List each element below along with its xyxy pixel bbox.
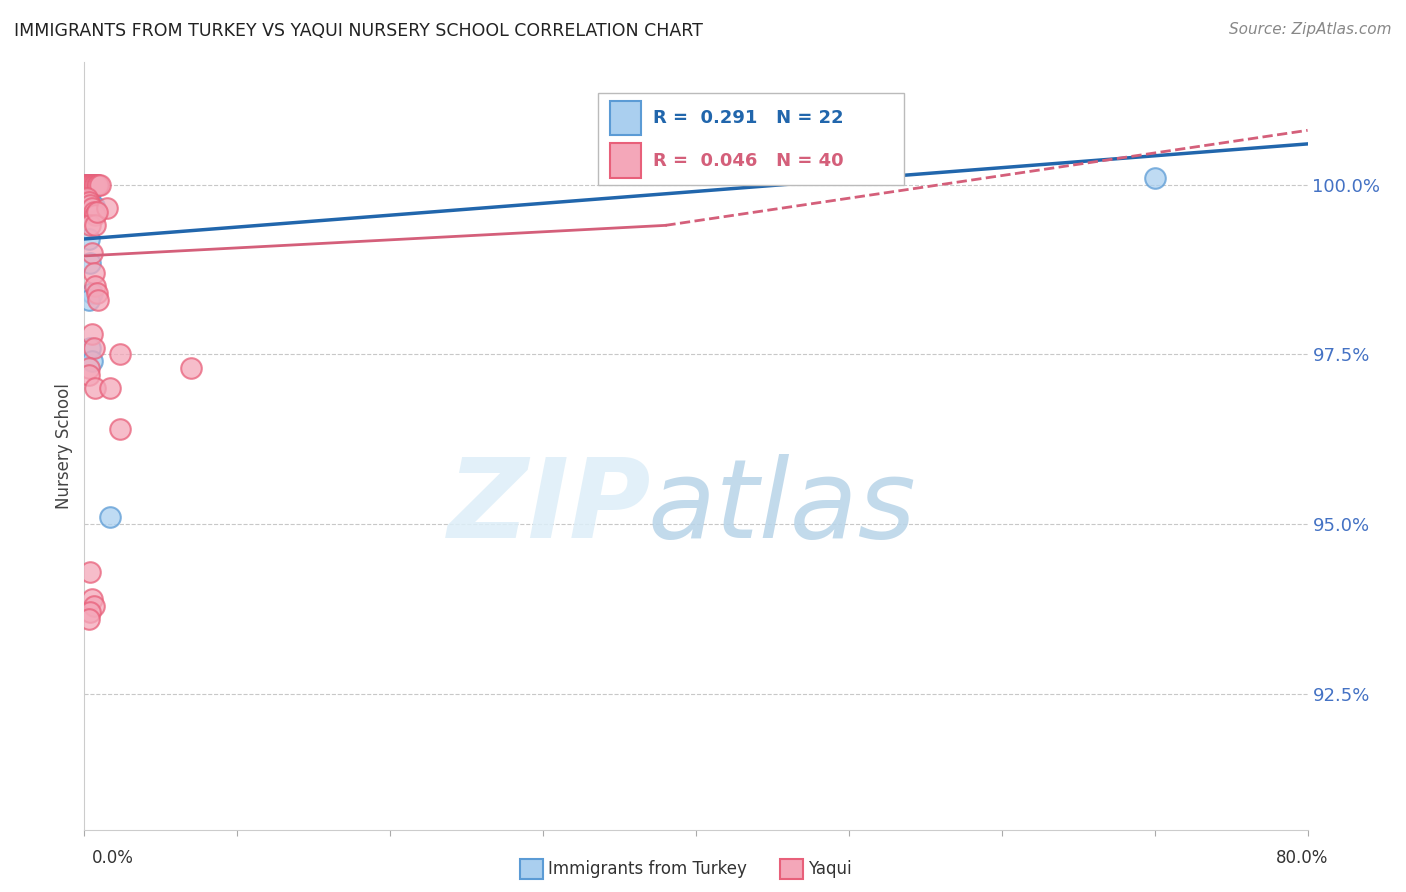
Point — [80, 286, 103, 301]
Point — [80, 326, 103, 341]
Point — [76, 187, 98, 202]
Point — [77, 368, 100, 382]
Text: IMMIGRANTS FROM TURKEY VS YAQUI NURSERY SCHOOL CORRELATION CHART: IMMIGRANTS FROM TURKEY VS YAQUI NURSERY … — [14, 22, 703, 40]
Point — [84, 279, 107, 293]
Point — [84, 381, 107, 395]
Point — [77, 178, 100, 192]
Point — [79, 256, 101, 270]
Point — [98, 381, 121, 395]
Point — [77, 194, 100, 209]
Point — [180, 360, 202, 375]
Point — [83, 178, 105, 192]
Point — [89, 178, 111, 192]
Point — [96, 202, 118, 216]
Text: Immigrants from Turkey: Immigrants from Turkey — [548, 860, 747, 878]
Point — [84, 208, 107, 222]
Point — [80, 245, 103, 260]
Text: Source: ZipAtlas.com: Source: ZipAtlas.com — [1229, 22, 1392, 37]
Point — [80, 202, 103, 216]
Point — [77, 191, 100, 205]
Point — [75, 178, 97, 192]
Point — [80, 354, 103, 368]
Point — [76, 178, 98, 192]
Point — [86, 178, 108, 192]
Point — [98, 510, 121, 524]
Point — [77, 232, 100, 246]
Point — [108, 347, 131, 361]
Point — [86, 286, 108, 301]
Point — [83, 341, 105, 355]
Text: 80.0%: 80.0% — [1277, 849, 1329, 867]
Point — [83, 199, 105, 213]
Point — [79, 565, 101, 579]
Bar — [610, 101, 641, 136]
Point — [79, 178, 101, 192]
Y-axis label: Nursery School: Nursery School — [55, 383, 73, 509]
Point — [80, 198, 103, 212]
Text: ZIP: ZIP — [447, 454, 651, 561]
Text: atlas: atlas — [647, 454, 915, 561]
Point — [87, 178, 110, 192]
Point — [77, 612, 100, 626]
FancyBboxPatch shape — [598, 93, 904, 186]
Point — [80, 591, 103, 606]
Point — [73, 178, 96, 192]
Point — [77, 360, 100, 375]
Text: R =  0.046   N = 40: R = 0.046 N = 40 — [654, 152, 844, 169]
Point — [76, 191, 98, 205]
Point — [83, 599, 105, 613]
Point — [73, 178, 96, 192]
Point — [77, 178, 100, 192]
Point — [79, 198, 101, 212]
Point — [108, 422, 131, 436]
Point — [83, 178, 105, 192]
Point — [77, 293, 100, 307]
Point — [79, 194, 101, 209]
Point — [87, 293, 110, 307]
Text: 0.0%: 0.0% — [91, 849, 134, 867]
Point — [84, 219, 107, 233]
Text: Yaqui: Yaqui — [808, 860, 852, 878]
Point — [86, 178, 108, 192]
Point — [79, 341, 101, 355]
Point — [79, 605, 101, 619]
Point — [76, 178, 98, 192]
Point — [80, 178, 103, 192]
Point — [83, 204, 105, 219]
Point — [79, 219, 101, 233]
Point — [86, 204, 108, 219]
Point — [75, 178, 97, 192]
Point — [80, 178, 103, 192]
Point — [84, 178, 107, 192]
Text: R =  0.291   N = 22: R = 0.291 N = 22 — [654, 110, 844, 128]
Bar — [610, 143, 641, 178]
Point — [79, 178, 101, 192]
Point — [1143, 170, 1166, 185]
Point — [83, 266, 105, 280]
Point — [84, 178, 107, 192]
